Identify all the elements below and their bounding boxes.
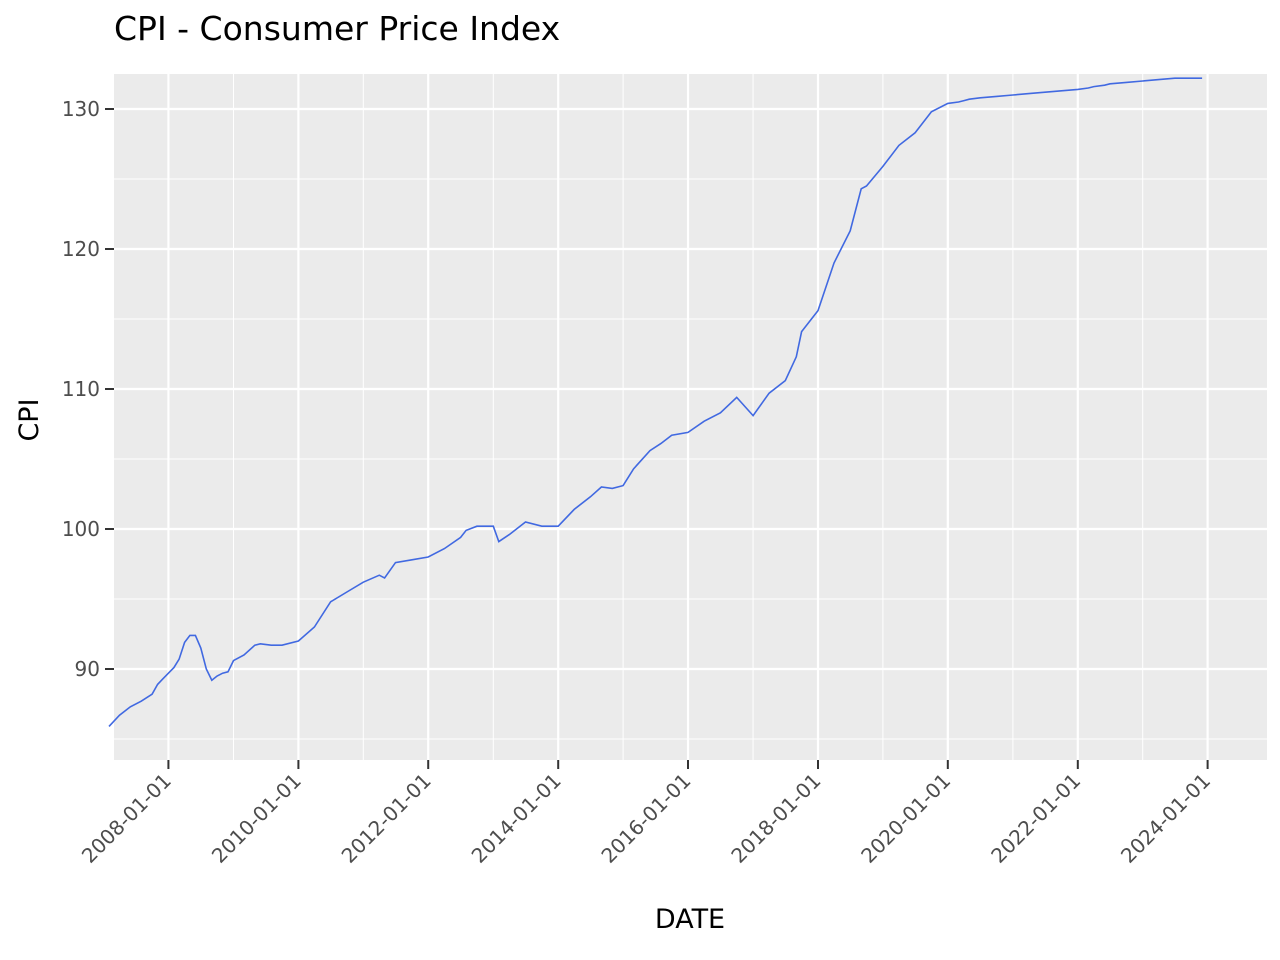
y-tick-label: 90 (75, 657, 100, 681)
y-tick-label: 110 (62, 377, 100, 401)
axis-ticks (105, 108, 1209, 769)
x-tick-label: 2016-01-01 (596, 769, 695, 868)
x-tick-label: 2018-01-01 (726, 769, 825, 868)
x-tick-label: 2024-01-01 (1116, 769, 1215, 868)
series-line-cpi (108, 77, 1203, 727)
x-tick-label: 2022-01-01 (986, 769, 1085, 868)
x-tick-label: 2014-01-01 (467, 769, 566, 868)
x-tick-label: 2008-01-01 (77, 769, 176, 868)
y-tick-label: 120 (62, 237, 100, 261)
major-gridlines (114, 74, 1267, 760)
x-tick-label: 2010-01-01 (207, 769, 306, 868)
x-tick-label: 2020-01-01 (856, 769, 955, 868)
y-axis-title: CPI (14, 398, 45, 441)
plot-panel (114, 74, 1267, 760)
y-tick-label: 130 (62, 97, 100, 121)
x-axis-title: DATE (655, 904, 725, 935)
x-tick-label: 2012-01-01 (337, 769, 436, 868)
minor-gridlines (114, 74, 1267, 760)
y-tick-label: 100 (62, 517, 100, 541)
chart-title: CPI - Consumer Price Index (114, 9, 560, 48)
